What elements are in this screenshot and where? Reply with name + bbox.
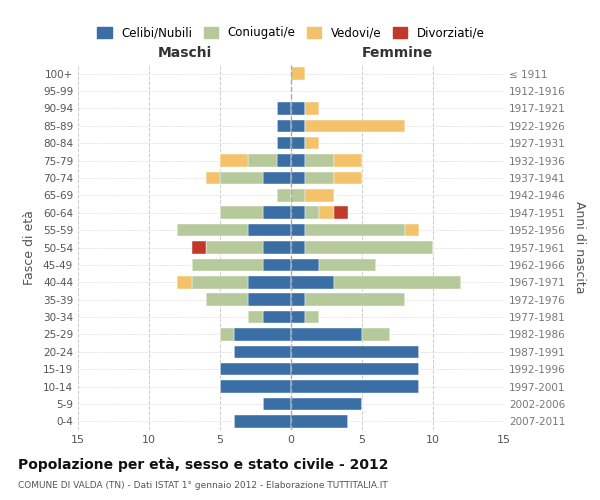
Bar <box>220 206 263 219</box>
Bar <box>220 154 248 167</box>
Bar <box>277 120 291 132</box>
Bar <box>291 415 348 428</box>
Bar <box>291 68 305 80</box>
Bar <box>305 311 319 324</box>
Bar <box>206 294 248 306</box>
Bar <box>291 224 305 236</box>
Text: Popolazione per età, sesso e stato civile - 2012: Popolazione per età, sesso e stato civil… <box>18 458 389 472</box>
Bar <box>277 154 291 167</box>
Bar <box>319 206 334 219</box>
Bar <box>206 172 220 184</box>
Bar <box>334 172 362 184</box>
Bar <box>291 346 419 358</box>
Text: COMUNE DI VALDA (TN) - Dati ISTAT 1° gennaio 2012 - Elaborazione TUTTITALIA.IT: COMUNE DI VALDA (TN) - Dati ISTAT 1° gen… <box>18 481 388 490</box>
Bar <box>248 294 291 306</box>
Bar <box>291 294 305 306</box>
Bar <box>291 137 305 149</box>
Bar <box>334 276 461 288</box>
Bar <box>191 276 248 288</box>
Bar <box>248 154 277 167</box>
Bar <box>220 328 234 340</box>
Bar <box>178 276 191 288</box>
Y-axis label: Anni di nascita: Anni di nascita <box>574 201 586 294</box>
Bar <box>305 224 404 236</box>
Bar <box>291 189 305 202</box>
Bar <box>291 154 305 167</box>
Bar <box>263 398 291 410</box>
Bar <box>291 172 305 184</box>
Bar <box>248 311 263 324</box>
Bar <box>263 311 291 324</box>
Bar <box>291 363 419 376</box>
Bar <box>220 363 291 376</box>
Bar <box>248 224 291 236</box>
Bar <box>291 398 362 410</box>
Bar <box>220 172 263 184</box>
Bar <box>291 258 319 271</box>
Bar <box>234 415 291 428</box>
Bar <box>305 241 433 254</box>
Bar <box>334 154 362 167</box>
Bar <box>305 172 334 184</box>
Bar <box>291 206 305 219</box>
Bar <box>263 206 291 219</box>
Bar <box>234 328 291 340</box>
Bar <box>305 102 319 115</box>
Bar <box>319 258 376 271</box>
Bar <box>263 258 291 271</box>
Bar <box>234 346 291 358</box>
Bar <box>248 276 291 288</box>
Bar <box>263 241 291 254</box>
Bar <box>305 189 334 202</box>
Bar <box>206 241 263 254</box>
Bar <box>291 241 305 254</box>
Y-axis label: Fasce di età: Fasce di età <box>23 210 36 285</box>
Bar <box>291 276 334 288</box>
Bar <box>277 102 291 115</box>
Bar <box>178 224 248 236</box>
Legend: Celibi/Nubili, Coniugati/e, Vedovi/e, Divorziati/e: Celibi/Nubili, Coniugati/e, Vedovi/e, Di… <box>92 22 490 44</box>
Bar <box>362 328 391 340</box>
Bar <box>191 241 206 254</box>
Bar <box>305 154 334 167</box>
Bar <box>191 258 263 271</box>
Bar <box>263 172 291 184</box>
Bar <box>305 137 319 149</box>
Bar <box>305 294 404 306</box>
Text: Femmine: Femmine <box>362 46 433 60</box>
Bar <box>334 206 348 219</box>
Bar <box>277 189 291 202</box>
Bar <box>291 328 362 340</box>
Bar <box>291 120 305 132</box>
Bar <box>305 120 404 132</box>
Text: Maschi: Maschi <box>157 46 212 60</box>
Bar <box>277 137 291 149</box>
Bar <box>404 224 419 236</box>
Bar <box>291 380 419 393</box>
Bar <box>291 311 305 324</box>
Bar <box>291 102 305 115</box>
Bar <box>305 206 319 219</box>
Bar <box>220 380 291 393</box>
